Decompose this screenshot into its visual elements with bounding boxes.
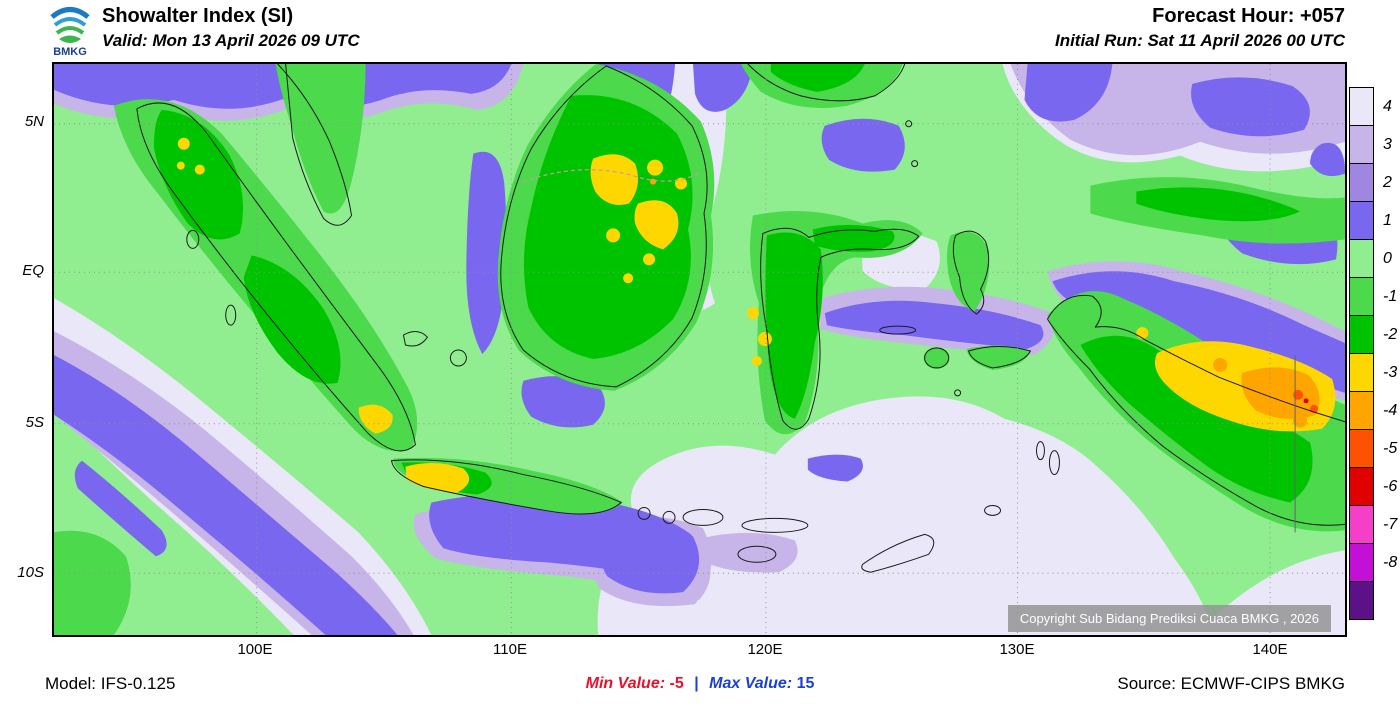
bmkg-logo-graphic: BMKG [50, 7, 90, 58]
legend-swatch [1349, 543, 1374, 582]
longitude-label: 120E [747, 641, 783, 658]
legend-swatch [1349, 505, 1374, 544]
legend-row: -3 [1349, 353, 1397, 392]
legend-tick-label: 2 [1383, 174, 1392, 191]
legend-row: 2 [1349, 163, 1397, 202]
minmax-values: Min Value: -5 | Max Value: 15 [0, 675, 1400, 693]
legend-swatch [1349, 315, 1374, 354]
legend-swatch [1349, 391, 1374, 430]
legend-swatch [1349, 125, 1374, 164]
legend-tick-label: -5 [1383, 440, 1398, 457]
legend-swatch [1349, 239, 1374, 278]
legend-row [1349, 581, 1397, 620]
legend-tick-label: -7 [1383, 516, 1398, 533]
max-value-label: Max Value: [709, 675, 793, 692]
latitude-label: 10S [17, 564, 44, 581]
initial-run: Initial Run: Sat 11 April 2026 00 UTC [1054, 31, 1345, 50]
political-borders [523, 169, 1296, 533]
legend-row: -5 [1349, 429, 1397, 468]
legend-tick-label: -8 [1383, 554, 1398, 571]
legend-tick-label: -6 [1383, 478, 1398, 495]
max-value: 15 [796, 675, 815, 692]
legend-row: -6 [1349, 467, 1397, 506]
min-value-label: Min Value: [585, 675, 666, 692]
legend-tick-label: 0 [1383, 250, 1392, 267]
longitude-label: 140E [1252, 641, 1288, 658]
legend-row: 4 [1349, 87, 1397, 126]
latitude-label: 5N [24, 113, 44, 130]
latitude-label: EQ [22, 262, 44, 279]
legend-swatch [1349, 467, 1374, 506]
legend-swatch [1349, 581, 1374, 620]
svg-text:BMKG: BMKG [53, 46, 87, 58]
weather-map [54, 64, 1345, 635]
legend-row: -8 [1349, 543, 1397, 582]
legend-tick-label: -2 [1383, 326, 1398, 343]
model-label: Model: IFS-0.125 [45, 674, 176, 693]
legend-row: -1 [1349, 277, 1397, 316]
legend-swatch [1349, 87, 1374, 126]
page-title: Showalter Index (SI) [102, 5, 294, 27]
longitude-label: 130E [999, 641, 1035, 658]
forecast-hour: Forecast Hour: +057 [1152, 5, 1345, 27]
legend-tick-label: -4 [1383, 402, 1398, 419]
legend-row: 0 [1349, 239, 1397, 278]
legend-swatch [1349, 277, 1374, 316]
latitude-label: 5S [25, 414, 44, 431]
copyright-overlay: Copyright Sub Bidang Prediksi Cuaca BMKG… [1007, 605, 1331, 632]
legend-tick-label: -1 [1383, 288, 1398, 305]
legend-tick-label: -3 [1383, 364, 1398, 381]
legend-row: 3 [1349, 125, 1397, 164]
minmax-separator: | [694, 675, 699, 692]
legend-swatch [1349, 429, 1374, 468]
legend-tick-label: 4 [1383, 98, 1392, 115]
legend-swatch [1349, 201, 1374, 240]
legend-row: -2 [1349, 315, 1397, 354]
legend-swatch [1349, 163, 1374, 202]
bmkg-logo: BMKG [46, 2, 94, 58]
coastlines [136, 64, 1345, 573]
legend-swatch [1349, 353, 1374, 392]
longitude-label: 100E [237, 641, 273, 658]
longitude-label: 110E [493, 641, 527, 658]
legend-tick-label: 1 [1383, 212, 1392, 229]
legend-row: -4 [1349, 391, 1397, 430]
legend-tick-label: 3 [1383, 136, 1392, 153]
si-field-orange-red [650, 178, 1320, 428]
color-legend: 4 3 2 1 0 -1 -2 -3 -4 -5 -6 -7 -8 [1349, 87, 1397, 620]
legend-row: -7 [1349, 505, 1397, 544]
min-value: -5 [669, 675, 684, 692]
map-frame: Copyright Sub Bidang Prediksi Cuaca BMKG… [52, 62, 1347, 637]
valid-time: Valid: Mon 13 April 2026 09 UTC [102, 31, 360, 50]
source-label: Source: ECMWF-CIPS BMKG [1117, 674, 1345, 693]
legend-row: 1 [1349, 201, 1397, 240]
